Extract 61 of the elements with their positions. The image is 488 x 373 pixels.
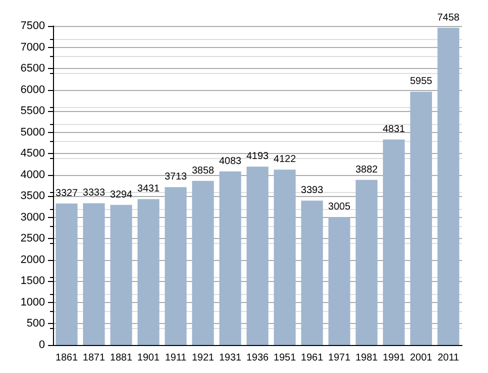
data-label: 3431 [137,184,160,195]
bar [356,180,378,345]
bar [410,92,432,345]
data-label: 3005 [328,202,351,213]
x-tick-label: 1881 [110,352,133,364]
data-label: 3713 [164,172,188,183]
bar [274,170,296,345]
data-label: 3882 [355,164,378,176]
data-label: 7458 [437,12,460,24]
y-tick-label: 4500 [20,148,45,160]
bar [110,204,132,345]
y-tick-label: 2500 [20,232,45,245]
x-tick-label: 1951 [274,352,296,364]
bar [246,166,268,345]
data-label: 3858 [192,165,215,176]
y-tick-label: 500 [26,318,45,330]
y-tick-label: 7500 [20,20,45,32]
y-tick-label: 3500 [20,190,45,202]
x-tick-label: 1861 [56,352,78,364]
y-tick-label: 1000 [20,296,45,308]
data-label: 3393 [300,185,324,196]
bar [164,187,187,345]
y-tick-label: 3000 [20,211,45,224]
y-tick-label: 5500 [20,105,45,118]
bar [219,171,242,345]
data-label: 3333 [82,188,106,199]
x-tick-label: 1971 [328,352,351,364]
y-tick-label: 6000 [20,84,45,96]
y-tick-label: 4000 [20,168,45,181]
x-tick-label: 1931 [219,352,242,364]
x-tick-label: 2001 [410,352,433,364]
x-tick-label: 2011 [438,352,460,364]
bar [56,203,78,345]
bar [82,203,105,345]
data-label: 3294 [110,189,133,200]
x-tick-label: 1911 [164,352,187,364]
x-tick-label: 1936 [246,352,270,364]
bar [192,180,214,345]
bar [328,217,350,345]
bar [301,200,323,345]
bar [382,140,405,345]
data-label: 4083 [219,156,242,167]
data-label: 3327 [56,188,78,199]
data-label: 5955 [410,76,433,88]
y-tick-label: 0 [38,339,45,351]
x-tick-label: 1991 [382,352,406,364]
x-tick-label: 1961 [300,352,324,364]
x-tick-label: 1901 [137,352,160,364]
data-label: 4193 [246,151,270,162]
bar [437,28,460,345]
data-label: 4831 [382,124,406,136]
y-tick-label: 2000 [20,254,45,266]
data-label: 4122 [274,154,296,166]
x-tick-label: 1921 [192,352,215,364]
x-tick-label: 1981 [355,352,378,364]
x-tick-label: 1871 [82,352,106,364]
y-tick-label: 6500 [20,62,45,75]
y-tick-label: 5000 [20,126,45,138]
bar [138,199,160,345]
y-tick-label: 1500 [20,275,45,288]
y-tick-label: 7000 [20,41,45,54]
